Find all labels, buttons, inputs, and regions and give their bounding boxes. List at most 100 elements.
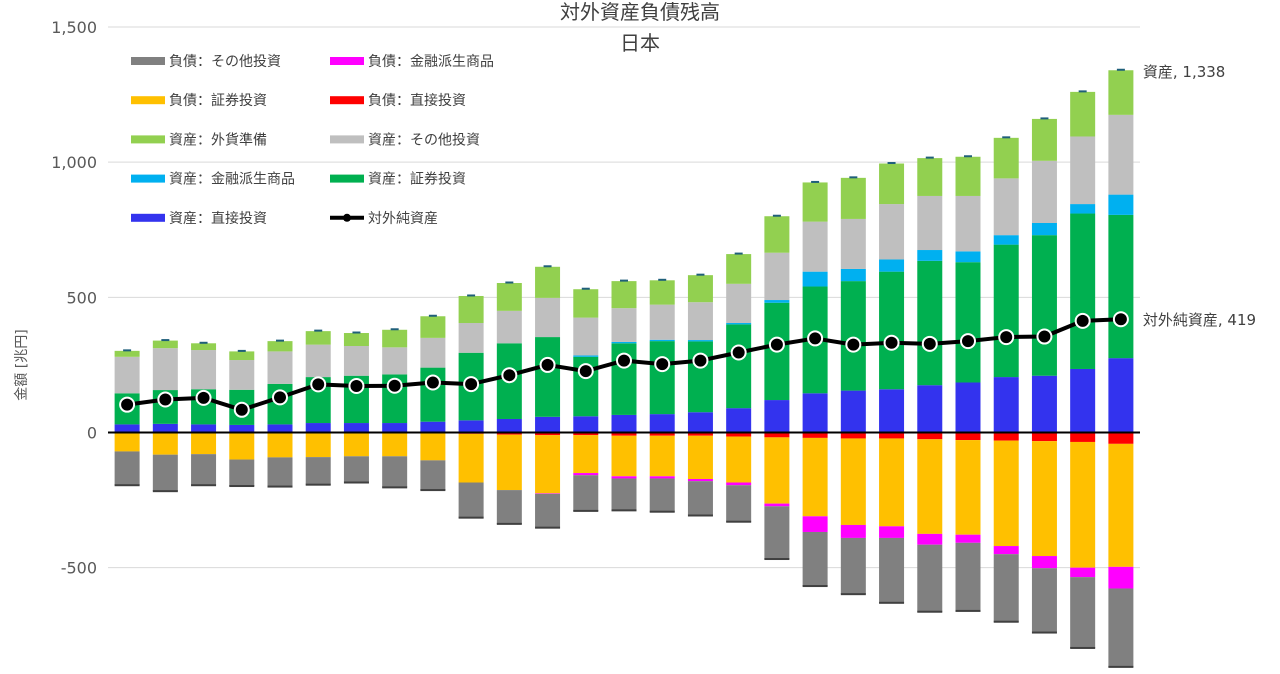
bar-segment-a_direct — [343, 423, 369, 433]
bars — [114, 68, 1134, 668]
bar-segment-l_securities — [1108, 443, 1134, 567]
bar-segment-a_securities — [687, 341, 713, 413]
bar-segment-a_direct — [649, 414, 675, 433]
bar-bottom-cap — [879, 601, 905, 604]
bar-segment-a_other — [1031, 160, 1057, 223]
bar-segment-l_deriv — [993, 546, 1019, 555]
bar-segment-a_other — [152, 348, 178, 391]
bar-segment-a_other — [229, 360, 255, 390]
bar-segment-a_direct — [573, 416, 599, 433]
legend-label-a_other: 資産：その他投資 — [368, 132, 480, 148]
bar-segment-a_other — [114, 356, 140, 394]
bar-segment-l_securities — [420, 433, 446, 461]
bar-segment-l_other — [726, 485, 752, 522]
bar-segment-l_securities — [382, 433, 408, 457]
bar-bottom-cap — [496, 522, 522, 525]
bar-segment-a_other — [420, 337, 446, 368]
bar-segment-l_deriv — [802, 516, 828, 532]
bar-bottom-cap — [917, 610, 943, 613]
bar-segment-a_fx — [343, 333, 369, 346]
bar-segment-l_direct — [573, 432, 599, 436]
bar-segment-l_other — [687, 481, 713, 516]
bar-bottom-cap — [840, 593, 866, 596]
legend-swatch-l_direct — [330, 96, 364, 105]
bar-total-cap — [1116, 68, 1125, 71]
bar-segment-l_direct — [879, 432, 905, 439]
bar-segment-a_direct — [229, 424, 255, 433]
net-assets-point — [463, 376, 480, 393]
bar-segment-a_fx — [535, 266, 561, 298]
bar-segment-l_securities — [1031, 441, 1057, 557]
bar-segment-l_securities — [764, 437, 790, 504]
bar-bottom-cap — [573, 509, 599, 512]
bar-total-cap — [543, 265, 552, 268]
bar-segment-l_deriv — [573, 473, 599, 476]
bar-segment-a_fx — [229, 351, 255, 361]
bar-segment-a_deriv — [840, 268, 866, 282]
bar-segment-a_securities — [1031, 235, 1057, 376]
bar-bottom-cap — [687, 514, 713, 517]
bar-segment-a_other — [1070, 136, 1096, 205]
bar-bottom-cap — [993, 620, 1019, 623]
bar-segment-a_other — [496, 310, 522, 344]
legend-label-a_securities: 資産：証券投資 — [368, 172, 466, 188]
bar-segment-l_securities — [496, 434, 522, 491]
legend-swatch-l_other — [131, 57, 165, 65]
bar-segment-l_securities — [917, 439, 943, 534]
net-assets-point — [998, 329, 1015, 346]
bar-segment-l_other — [764, 506, 790, 560]
bar-segment-l_deriv — [611, 476, 637, 479]
net-assets-point — [845, 336, 862, 353]
bar-segment-a_direct — [955, 382, 981, 433]
bar-bottom-cap — [611, 509, 637, 512]
legend-swatch-a_securities — [330, 174, 364, 183]
bar-segment-a_direct — [420, 421, 446, 433]
net-assets-line — [119, 311, 1129, 418]
legend-swatch-a_deriv — [131, 174, 165, 183]
bar-segment-l_securities — [687, 435, 713, 479]
bar-segment-a_direct — [802, 393, 828, 433]
legend-label-l_deriv: 負債：金融派生商品 — [368, 54, 494, 70]
bar-segment-a_fx — [1108, 70, 1134, 115]
net-assets-point — [157, 391, 174, 408]
bar-total-cap — [390, 328, 399, 331]
bar-total-cap — [314, 329, 323, 332]
net-assets-point — [310, 376, 327, 393]
net-assets-point — [577, 363, 594, 380]
bar-total-cap — [925, 156, 934, 159]
bar-segment-a_fx — [955, 156, 981, 196]
bar-total-cap — [505, 281, 514, 284]
legend-label-l_securities: 負債：証券投資 — [169, 93, 267, 109]
bar-segment-l_other — [343, 456, 369, 483]
bar-segment-a_fx — [114, 350, 140, 357]
bar-segment-a_deriv — [573, 355, 599, 357]
bar-segment-l_direct — [840, 432, 866, 439]
y-tick-label: 500 — [66, 288, 97, 307]
bar-segment-a_securities — [535, 337, 561, 417]
bar-segment-a_direct — [535, 416, 561, 433]
net-assets-point — [233, 401, 250, 418]
bar-segment-a_securities — [917, 260, 943, 386]
bar-segment-a_fx — [726, 254, 752, 284]
bar-bottom-cap — [802, 585, 828, 588]
bar-segment-l_other — [955, 542, 981, 611]
bar-bottom-cap — [114, 484, 140, 487]
bar-segment-a_direct — [1108, 358, 1134, 433]
bar-bottom-cap — [1031, 631, 1057, 634]
bar-segment-l_direct — [687, 432, 713, 436]
legend-swatch-a_direct — [131, 213, 165, 222]
bar-segment-a_direct — [879, 389, 905, 433]
net-assets-point — [424, 374, 441, 391]
net-assets-point — [1112, 311, 1129, 328]
bar-segment-a_other — [573, 317, 599, 356]
bar-segment-a_other — [840, 218, 866, 269]
bar-total-cap — [199, 341, 208, 344]
bar-segment-l_direct — [1108, 432, 1134, 444]
bar-segment-l_deriv — [840, 524, 866, 538]
bar-segment-a_deriv — [764, 300, 790, 303]
legend-label-a_deriv: 資産：金融派生商品 — [169, 172, 295, 188]
bar-segment-l_direct — [917, 432, 943, 440]
bar-segment-a_fx — [496, 283, 522, 311]
